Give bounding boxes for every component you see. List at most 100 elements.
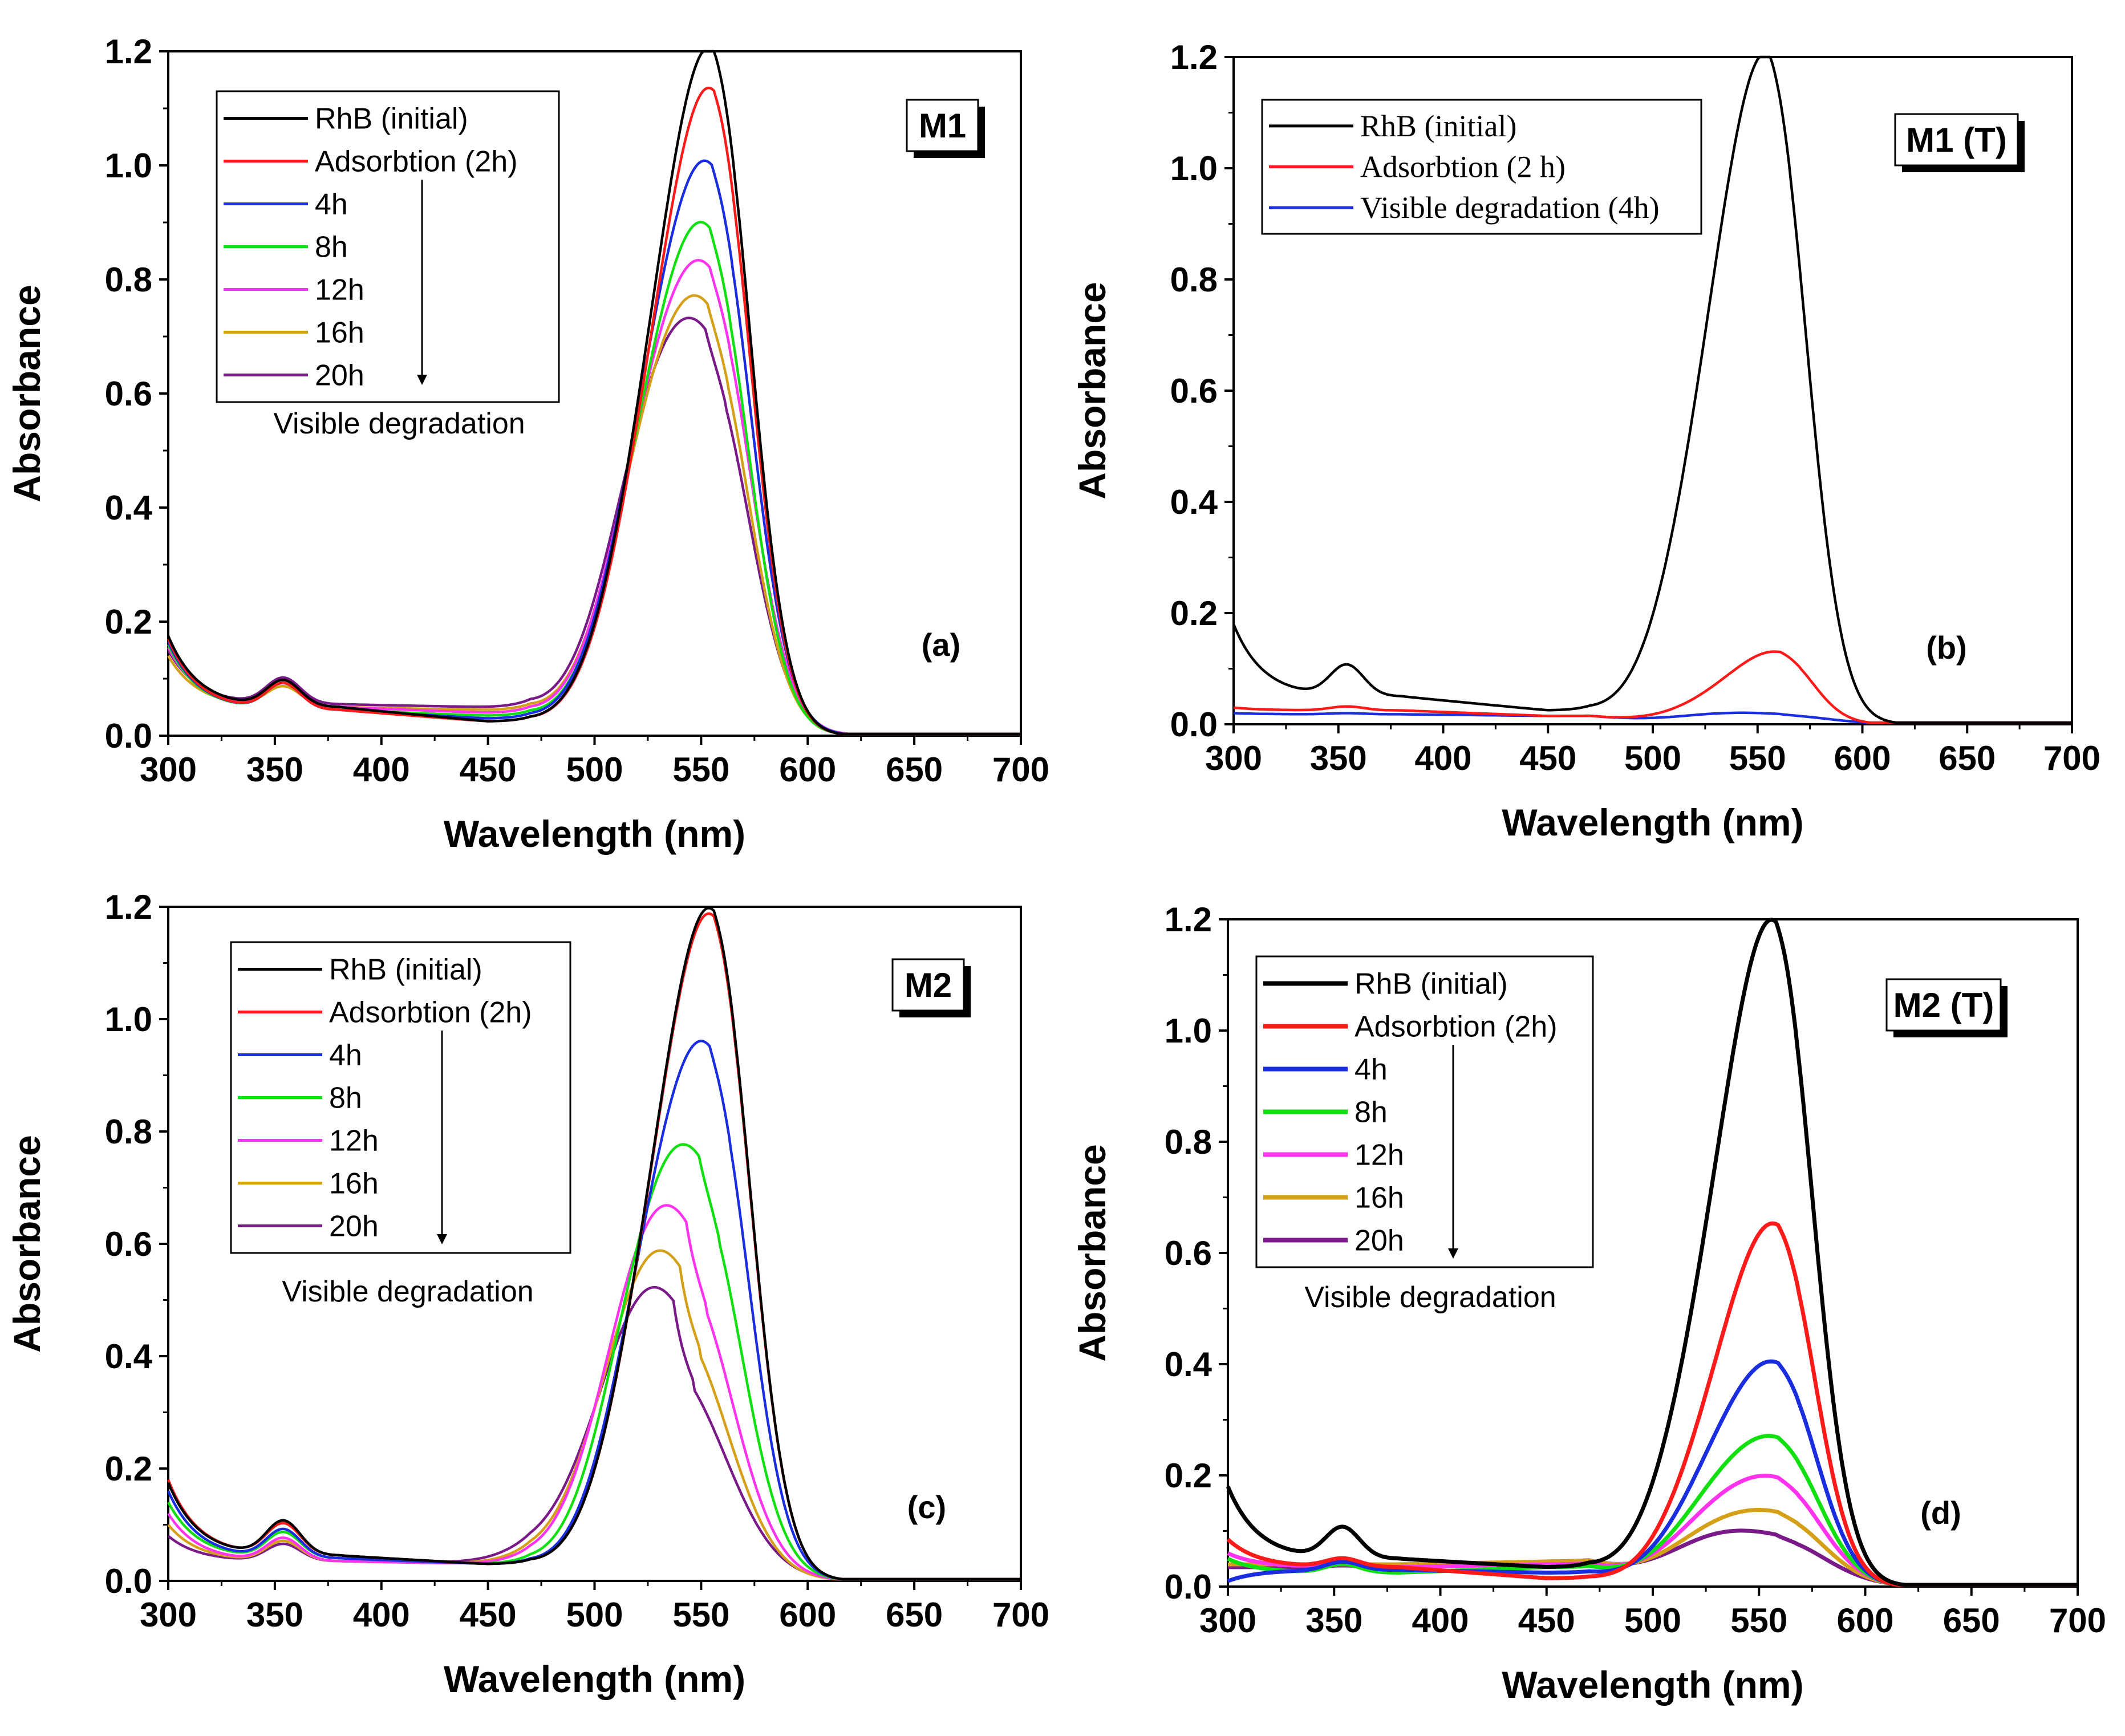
x-tick-label: 350 bbox=[246, 1596, 303, 1634]
x-axis-title: Wavelength (nm) bbox=[1502, 1664, 1803, 1706]
x-axis-title: Wavelength (nm) bbox=[1502, 801, 1803, 843]
legend-entry: 4h bbox=[1355, 1053, 1388, 1086]
panel-label-box bbox=[1894, 113, 2019, 167]
arrow-down-icon bbox=[437, 1234, 447, 1244]
legend-entry: 16h bbox=[329, 1167, 379, 1200]
x-tick-label: 300 bbox=[1199, 1601, 1256, 1640]
x-tick-label: 300 bbox=[1205, 739, 1262, 777]
legend-entry: 12h bbox=[1355, 1139, 1404, 1172]
y-tick-label: 1.2 bbox=[105, 888, 152, 926]
x-tick-label: 300 bbox=[140, 751, 197, 789]
y-tick-label: 0.0 bbox=[1165, 1568, 1212, 1606]
legend-entry: 8h bbox=[329, 1082, 362, 1115]
y-tick-label: 0.6 bbox=[105, 1225, 152, 1263]
legend-note: Visible degradation bbox=[1304, 1281, 1556, 1314]
y-tick-label: 0.0 bbox=[105, 717, 152, 755]
x-tick-label: 400 bbox=[1412, 1601, 1469, 1640]
y-tick-label: 0.4 bbox=[105, 1337, 153, 1376]
x-tick-label: 700 bbox=[992, 1596, 1049, 1634]
y-tick-label: 0.0 bbox=[1170, 705, 1218, 744]
x-tick-label: 450 bbox=[1518, 1601, 1575, 1640]
y-tick-label: 0.6 bbox=[1170, 372, 1218, 410]
x-tick-label: 350 bbox=[1310, 739, 1367, 777]
x-tick-label: 650 bbox=[1943, 1601, 2000, 1640]
x-tick-label: 500 bbox=[566, 751, 623, 789]
panel-label-box bbox=[906, 99, 979, 152]
y-tick-label: 1.0 bbox=[1165, 1012, 1212, 1050]
series-line bbox=[167, 1204, 1021, 1581]
x-tick-label: 700 bbox=[2049, 1601, 2106, 1640]
x-tick-label: 600 bbox=[1836, 1601, 1893, 1640]
x-tick-label: 500 bbox=[566, 1596, 623, 1634]
x-tick-label: 550 bbox=[672, 1596, 729, 1634]
legend-entry: 8h bbox=[315, 231, 348, 264]
y-tick-label: 0.4 bbox=[1170, 483, 1218, 521]
y-tick-label: 0.2 bbox=[1165, 1457, 1212, 1495]
y-tick-label: 0.8 bbox=[105, 261, 152, 299]
legend-entry: 20h bbox=[329, 1210, 379, 1243]
panel-label-box bbox=[891, 958, 965, 1012]
x-tick-label: 700 bbox=[2043, 739, 2100, 777]
y-tick-label: 0.0 bbox=[105, 1562, 152, 1600]
legend-entry: Visible degradation (4h) bbox=[1360, 190, 1660, 225]
x-tick-label: 300 bbox=[140, 1596, 197, 1634]
y-axis-title: Absorbance bbox=[6, 1135, 48, 1352]
x-tick-label: 400 bbox=[1414, 739, 1471, 777]
x-axis-title: Wavelength (nm) bbox=[444, 813, 745, 855]
x-tick-label: 550 bbox=[1729, 739, 1786, 777]
y-tick-label: 0.4 bbox=[105, 489, 153, 527]
x-axis-title: Wavelength (nm) bbox=[444, 1658, 745, 1700]
y-axis-title: Absorbance bbox=[1071, 1144, 1113, 1361]
series-line bbox=[1232, 55, 2072, 724]
y-tick-label: 0.2 bbox=[1170, 594, 1218, 632]
subfigure-letter: (b) bbox=[1926, 630, 1967, 666]
x-tick-label: 500 bbox=[1624, 1601, 1681, 1640]
y-tick-label: 1.2 bbox=[1165, 901, 1212, 939]
legend-entry: 16h bbox=[1355, 1182, 1404, 1215]
x-tick-label: 550 bbox=[1730, 1601, 1787, 1640]
subfigure-letter: (c) bbox=[907, 1489, 946, 1525]
x-tick-label: 650 bbox=[886, 1596, 943, 1634]
series-line bbox=[167, 50, 1021, 736]
panel-label: M1 bbox=[919, 107, 966, 145]
y-tick-label: 1.0 bbox=[105, 147, 152, 185]
legend-entry: RhB (initial) bbox=[1360, 109, 1516, 143]
x-tick-label: 450 bbox=[460, 1596, 517, 1634]
x-tick-label: 450 bbox=[460, 751, 517, 789]
legend-note: Visible degradation bbox=[273, 407, 525, 440]
series-line bbox=[167, 906, 1021, 1581]
series-line bbox=[1226, 918, 2078, 1587]
y-tick-label: 1.2 bbox=[1170, 38, 1218, 76]
legend-entry: 12h bbox=[329, 1125, 379, 1158]
y-tick-label: 0.2 bbox=[105, 1450, 152, 1488]
y-tick-label: 1.2 bbox=[105, 33, 152, 71]
x-tick-label: 350 bbox=[246, 751, 303, 789]
y-tick-label: 0.4 bbox=[1165, 1345, 1212, 1384]
x-tick-label: 550 bbox=[672, 751, 729, 789]
arrow-down-icon bbox=[417, 375, 427, 385]
series-line bbox=[1226, 1221, 2078, 1587]
legend-entry: 4h bbox=[315, 188, 348, 221]
chart-panel-c: 300 350 400 450 500 550 600 650 700 0.0 0.2 0.4 0.6 0… bbox=[6, 888, 1049, 1700]
x-tick-label: 400 bbox=[353, 1596, 410, 1634]
y-axis-title: Absorbance bbox=[6, 285, 48, 502]
y-tick-label: 1.0 bbox=[105, 1000, 152, 1039]
legend-entry: 20h bbox=[315, 359, 364, 392]
panel-label-box bbox=[1885, 978, 2002, 1032]
y-tick-label: 1.0 bbox=[1170, 149, 1218, 188]
subfigure-letter: (d) bbox=[1920, 1495, 1961, 1531]
chart-panel-b: 300 350 400 450 500 550 600 650 700 0.0 0.2 0.4 0.6 0… bbox=[1071, 38, 2100, 843]
legend-entry: RhB (initial) bbox=[315, 103, 468, 136]
legend-entry: Adsorbtion (2h) bbox=[1355, 1011, 1558, 1044]
legend-entry: Adsorbtion (2 h) bbox=[1360, 150, 1566, 184]
panel-label: M2 (T) bbox=[1893, 986, 1994, 1024]
y-tick-label: 0.6 bbox=[1165, 1234, 1212, 1272]
x-tick-label: 350 bbox=[1305, 1601, 1362, 1640]
subfigure-letter: (a) bbox=[922, 627, 960, 663]
arrow-down-icon bbox=[1448, 1248, 1458, 1259]
x-tick-label: 600 bbox=[779, 1596, 836, 1634]
x-tick-label: 600 bbox=[779, 751, 836, 789]
chart-panel-d: 300 350 400 450 500 550 600 650 700 0.0 0.2 0.4 0.6 0… bbox=[1071, 901, 2106, 1706]
y-tick-label: 0.8 bbox=[1170, 261, 1218, 299]
